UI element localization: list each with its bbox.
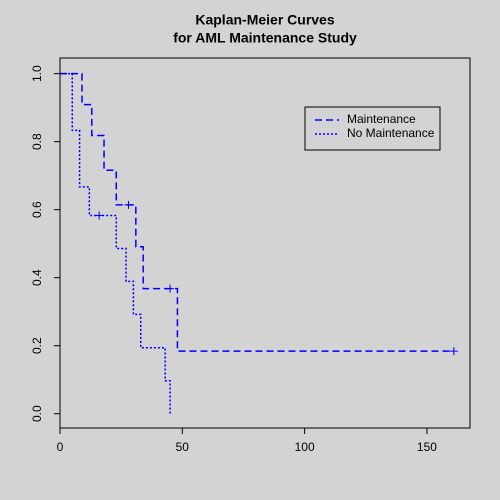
x-tick-label: 150 bbox=[417, 440, 437, 454]
censor-mark bbox=[166, 284, 175, 293]
x-tick-label: 50 bbox=[176, 440, 190, 454]
x-tick-label: 0 bbox=[57, 440, 64, 454]
y-tick-label: 0.8 bbox=[30, 133, 44, 150]
legend-label: Maintenance bbox=[347, 112, 416, 126]
chart-title: for AML Maintenance Study bbox=[173, 30, 357, 46]
chart-title: Kaplan-Meier Curves bbox=[195, 12, 334, 28]
plot-frame bbox=[59, 57, 471, 429]
survival-curve bbox=[60, 72, 171, 414]
legend-label: No Maintenance bbox=[347, 126, 435, 140]
censor-mark bbox=[124, 200, 133, 209]
y-tick-label: 0.0 bbox=[30, 405, 44, 422]
survival-curve bbox=[60, 72, 454, 352]
x-tick-label: 100 bbox=[295, 440, 315, 454]
y-tick-label: 0.4 bbox=[30, 269, 44, 286]
y-tick-label: 1.0 bbox=[30, 65, 44, 82]
legend-box bbox=[304, 106, 441, 151]
y-tick-label: 0.6 bbox=[30, 201, 44, 218]
censor-mark bbox=[95, 211, 104, 220]
censor-mark bbox=[449, 347, 458, 356]
y-tick-label: 0.2 bbox=[30, 337, 44, 354]
